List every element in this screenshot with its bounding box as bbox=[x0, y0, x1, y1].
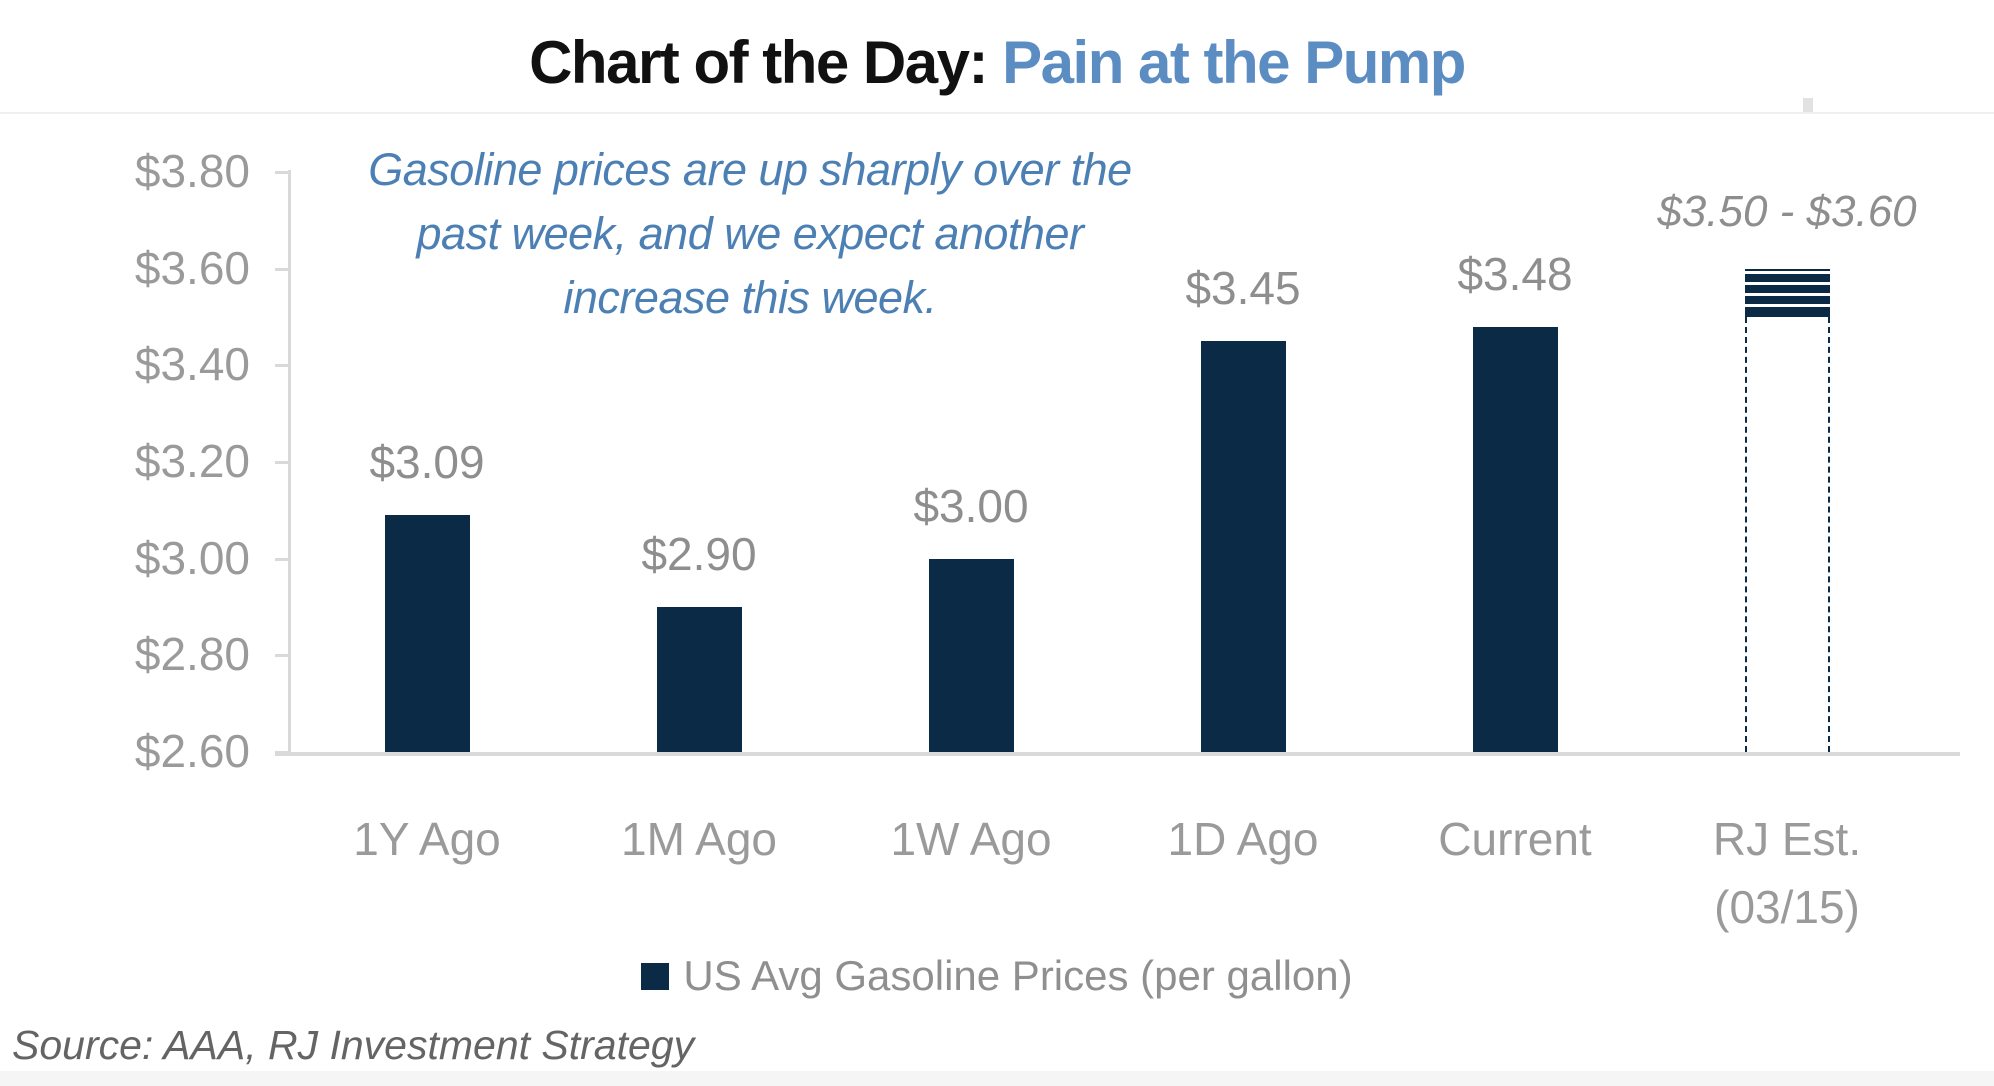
y-tick-label: $2.60 bbox=[134, 725, 250, 777]
x-category-label: Current bbox=[1438, 813, 1592, 865]
bar-value-label: $3.09 bbox=[369, 436, 485, 489]
x-category-label: 1D Ago bbox=[1167, 813, 1319, 865]
x-category-sublabel: (03/15) bbox=[1714, 881, 1860, 933]
source-note: Source: AAA, RJ Investment Strategy bbox=[12, 1022, 695, 1068]
y-tick-label: $3.00 bbox=[134, 531, 250, 584]
x-category-label: 1W Ago bbox=[890, 813, 1052, 865]
bar bbox=[1472, 326, 1558, 752]
page-title: Chart of the Day: Pain at the Pump bbox=[0, 28, 1994, 97]
screenshot-artifact bbox=[1803, 98, 1813, 112]
y-axis-tick bbox=[275, 267, 289, 271]
bar-value-label: $3.00 bbox=[913, 479, 1029, 532]
annotation: Gasoline prices are up sharply over the … bbox=[300, 138, 1200, 330]
bar-value-label: $2.90 bbox=[641, 528, 757, 580]
annotation-line: past week, and we expect another bbox=[416, 208, 1084, 259]
bar-value-label: $3.48 bbox=[1457, 247, 1573, 300]
page-title-blue: Pain at the Pump bbox=[1002, 29, 1466, 96]
annotation-line: Gasoline prices are up sharply over the bbox=[368, 144, 1132, 195]
estimate-hatch bbox=[1744, 268, 1830, 317]
y-axis-line bbox=[288, 170, 291, 756]
y-tick-label: $2.80 bbox=[134, 628, 250, 681]
estimate-range-outline bbox=[1744, 317, 1830, 752]
bar bbox=[384, 515, 470, 752]
bottom-strip bbox=[0, 1071, 1994, 1086]
bar bbox=[656, 607, 742, 752]
y-axis-tick bbox=[275, 557, 289, 561]
y-tick-label: $3.40 bbox=[134, 338, 250, 391]
legend: US Avg Gasoline Prices (per gallon) bbox=[0, 952, 1994, 1000]
y-axis-tick bbox=[275, 461, 289, 464]
bar-value-label: $3.45 bbox=[1185, 262, 1301, 315]
bar bbox=[928, 558, 1014, 752]
y-tick-label: $3.20 bbox=[134, 435, 250, 487]
estimate-range-label: $3.50 - $3.60 bbox=[1657, 186, 1917, 236]
y-axis-tick bbox=[275, 171, 289, 174]
y-tick-label: $3.80 bbox=[134, 145, 250, 197]
y-axis-tick bbox=[275, 654, 289, 658]
x-category-label: 1Y Ago bbox=[353, 813, 501, 865]
page-title-black: Chart of the Day: bbox=[529, 29, 988, 96]
annotation-line: increase this week. bbox=[563, 272, 937, 323]
legend-label: US Avg Gasoline Prices (per gallon) bbox=[683, 952, 1353, 999]
x-axis-line bbox=[275, 752, 1960, 756]
x-category-label: RJ Est. bbox=[1712, 813, 1862, 865]
title-divider bbox=[0, 112, 1994, 114]
y-axis-tick bbox=[275, 364, 289, 368]
legend-swatch bbox=[641, 962, 670, 990]
x-category-label: 1M Ago bbox=[621, 813, 777, 865]
bar bbox=[1200, 341, 1286, 752]
y-tick-label: $3.60 bbox=[134, 241, 250, 294]
